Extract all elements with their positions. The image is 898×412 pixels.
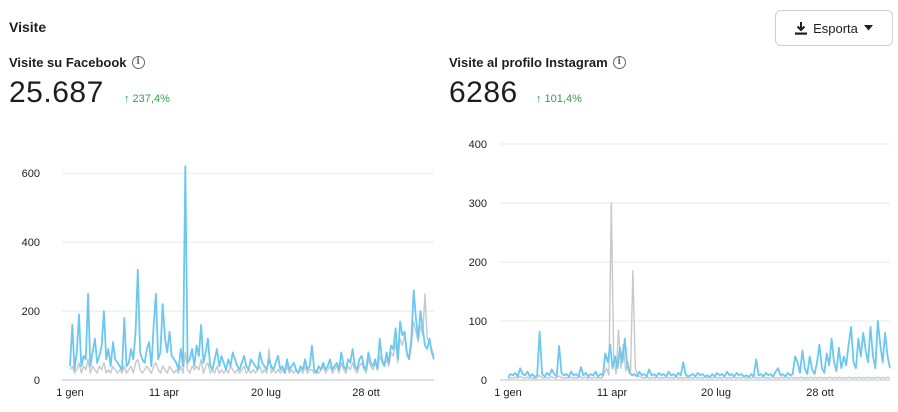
info-icon[interactable]: i	[612, 56, 626, 69]
chevron-down-icon	[863, 25, 873, 31]
section-title: Visite	[9, 19, 47, 35]
y-tick-label: 100	[469, 316, 487, 328]
y-tick-label: 300	[469, 198, 487, 210]
y-tick-label: 200	[469, 257, 487, 269]
instagram-visits-title: Visite al profilo Instagram	[449, 55, 608, 70]
series-line-previous	[69, 293, 435, 374]
instagram-visits-delta: ↑ 101,4%	[536, 93, 582, 105]
export-button[interactable]: Esporta	[775, 10, 893, 46]
y-tick-label: 200	[22, 306, 40, 318]
x-tick-label: 28 ott	[806, 387, 834, 399]
x-tick-label: 20 lug	[701, 387, 731, 399]
facebook-visits-value: 25.687	[9, 76, 104, 109]
series-line-current	[507, 320, 891, 379]
export-button-label: Esporta	[813, 20, 858, 36]
series-line-previous	[507, 202, 891, 380]
x-tick-label: 20 lug	[251, 387, 281, 399]
x-tick-label: 1 gen	[494, 387, 522, 399]
x-tick-label: 11 apr	[149, 387, 180, 399]
y-tick-label: 400	[22, 237, 40, 249]
download-icon	[795, 21, 808, 35]
info-icon[interactable]: i	[131, 56, 145, 69]
y-tick-label: 400	[469, 139, 487, 151]
facebook-visits-title: Visite su Facebook	[9, 55, 127, 70]
instagram-visits-value: 6286	[449, 76, 518, 109]
series-line-current	[69, 165, 435, 375]
x-tick-label: 11 apr	[597, 387, 628, 399]
y-tick-label: 0	[34, 375, 40, 387]
y-tick-label: 600	[22, 168, 40, 180]
facebook-visits-delta: ↑ 237,4%	[124, 93, 170, 105]
instagram-visits-title-row: Visite al profilo Instagram i	[449, 55, 626, 70]
x-tick-label: 1 gen	[56, 387, 84, 399]
y-tick-label: 0	[481, 375, 487, 387]
facebook-visits-title-row: Visite su Facebook i	[9, 55, 145, 70]
x-tick-label: 28 ott	[352, 387, 380, 399]
